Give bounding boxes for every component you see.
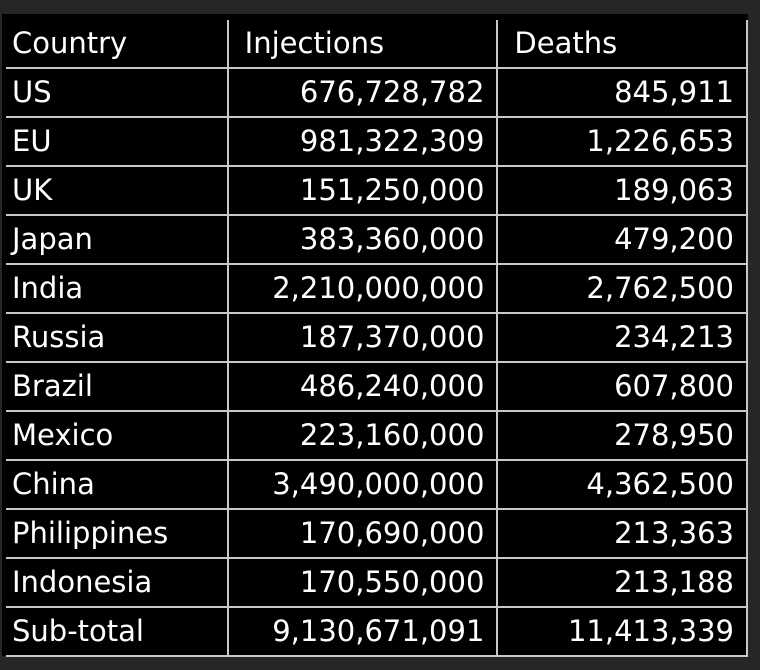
deaths-cell: 1,226,653	[497, 117, 748, 167]
country-cell: Russia	[6, 313, 229, 363]
country-cell: Japan	[6, 215, 229, 265]
country-cell: Sub-total	[6, 607, 229, 657]
injections-cell: 9,130,671,091	[227, 607, 499, 657]
table-row: Japan 383,360,000 479,200	[6, 215, 748, 265]
deaths-cell: 278,950	[497, 411, 748, 461]
injections-cell: 2,210,000,000	[227, 264, 499, 314]
table-row: Indonesia 170,550,000 213,188	[6, 558, 748, 608]
deaths-cell: 607,800	[497, 362, 748, 412]
country-cell: Mexico	[6, 411, 229, 461]
deaths-cell: 11,413,339	[497, 607, 748, 657]
table-row: Mexico 223,160,000 278,950	[6, 411, 748, 461]
table-row: Russia 187,370,000 234,213	[6, 313, 748, 363]
injections-cell: 486,240,000	[227, 362, 499, 412]
table-row: Philippines 170,690,000 213,363	[6, 509, 748, 559]
deaths-cell: 189,063	[497, 166, 748, 216]
deaths-cell: 479,200	[497, 215, 748, 265]
table-row: UK 151,250,000 189,063	[6, 166, 748, 216]
header-deaths: Deaths	[497, 20, 748, 69]
data-table-sheet: Country Injections Deaths US 676,728,782 8…	[2, 14, 748, 657]
table-row: India 2,210,000,000 2,762,500	[6, 264, 748, 314]
country-cell: EU	[6, 117, 229, 167]
injections-cell: 151,250,000	[227, 166, 499, 216]
deaths-cell: 213,363	[497, 509, 748, 559]
table-row: China 3,490,000,000 4,362,500	[6, 460, 748, 510]
injections-cell: 3,490,000,000	[227, 460, 499, 510]
country-cell: Brazil	[6, 362, 229, 412]
header-injections: Injections	[227, 20, 499, 69]
country-cell: China	[6, 460, 229, 510]
injections-cell: 223,160,000	[227, 411, 499, 461]
deaths-cell: 2,762,500	[497, 264, 748, 314]
deaths-cell: 234,213	[497, 313, 748, 363]
country-injections-deaths-table: Country Injections Deaths US 676,728,782 8…	[6, 20, 748, 657]
injections-cell: 170,690,000	[227, 509, 499, 559]
deaths-cell: 213,188	[497, 558, 748, 608]
table-row: US 676,728,782 845,911	[6, 68, 748, 118]
country-cell: Indonesia	[6, 558, 229, 608]
header-country: Country	[6, 20, 229, 69]
injections-cell: 170,550,000	[227, 558, 499, 608]
injections-cell: 981,322,309	[227, 117, 499, 167]
injections-cell: 383,360,000	[227, 215, 499, 265]
country-cell: Philippines	[6, 509, 229, 559]
subtotal-row: Sub-total 9,130,671,091 11,413,339	[6, 607, 748, 657]
table-row: EU 981,322,309 1,226,653	[6, 117, 748, 167]
header-row: Country Injections Deaths	[6, 20, 748, 69]
country-cell: UK	[6, 166, 229, 216]
country-cell: US	[6, 68, 229, 118]
table-row: Brazil 486,240,000 607,800	[6, 362, 748, 412]
deaths-cell: 845,911	[497, 68, 748, 118]
injections-cell: 187,370,000	[227, 313, 499, 363]
deaths-cell: 4,362,500	[497, 460, 748, 510]
country-cell: India	[6, 264, 229, 314]
injections-cell: 676,728,782	[227, 68, 499, 118]
